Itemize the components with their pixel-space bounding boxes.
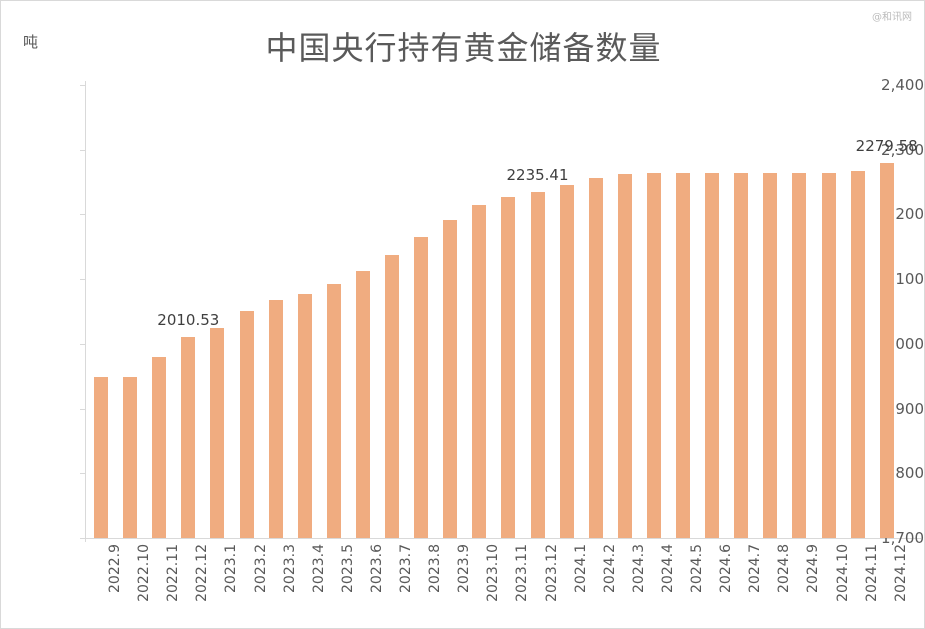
- bar[interactable]: [705, 172, 720, 538]
- x-axis-line: [85, 538, 921, 539]
- bar[interactable]: [792, 172, 807, 538]
- bar-value-label: 2279.58: [855, 136, 918, 155]
- bar-value-label: 2010.53: [157, 311, 220, 330]
- x-axis-tick-label: 2023.1: [223, 544, 240, 593]
- x-axis-tick-label: 2024.8: [776, 544, 793, 593]
- bar[interactable]: [443, 219, 458, 538]
- bar[interactable]: [94, 377, 108, 538]
- y-axis-tick-label: 2,300: [881, 140, 924, 159]
- bar[interactable]: [326, 284, 341, 538]
- bar[interactable]: [297, 294, 312, 538]
- x-axis-tick-label: 2024.9: [805, 544, 822, 593]
- bar-value-label: 2235.41: [506, 165, 569, 184]
- bar[interactable]: [152, 356, 167, 538]
- site-watermark: @和讯网: [872, 12, 912, 23]
- bar[interactable]: [123, 377, 138, 538]
- x-axis-tick-label: 2024.7: [747, 544, 764, 593]
- bar[interactable]: [734, 172, 749, 538]
- x-axis-tick-label: 2023.6: [368, 544, 385, 593]
- bar[interactable]: [850, 170, 865, 538]
- bar[interactable]: [355, 271, 370, 538]
- x-axis-tick-label: 2024.12: [892, 544, 909, 602]
- x-axis-tick-label: 2022.10: [136, 544, 153, 602]
- x-axis-tick-label: 2023.7: [398, 544, 414, 593]
- x-axis-tick-label: 2024.11: [863, 544, 880, 602]
- bar[interactable]: [879, 162, 894, 538]
- x-axis-tick-label: 2024.4: [659, 544, 676, 593]
- y-axis-tick-label: 2,400: [881, 76, 924, 94]
- x-axis-tick-label: 2024.2: [601, 544, 618, 593]
- x-axis-tick-label: 2022.11: [165, 544, 182, 602]
- bar[interactable]: [676, 172, 690, 538]
- bar[interactable]: [385, 255, 399, 538]
- y-axis-tick-mark: [80, 473, 85, 475]
- x-axis-tick-label: 2023.12: [543, 544, 560, 602]
- bar[interactable]: [763, 172, 778, 538]
- bar[interactable]: [268, 299, 283, 538]
- bar[interactable]: [210, 327, 225, 538]
- x-axis-tick-label: 2022.9: [107, 544, 123, 593]
- y-axis-tick-mark: [80, 343, 85, 345]
- y-axis-tick-mark: [80, 149, 85, 151]
- bar[interactable]: [821, 172, 836, 538]
- bar[interactable]: [617, 174, 632, 538]
- bar[interactable]: [646, 172, 661, 538]
- y-axis-tick-mark: [80, 85, 85, 86]
- x-axis-tick-label: 2023.4: [310, 544, 327, 593]
- x-axis-tick-label: 2023.10: [485, 544, 502, 602]
- x-axis-tick-label: 2023.11: [514, 544, 531, 602]
- bar[interactable]: [239, 311, 254, 538]
- y-axis-tick-mark: [80, 408, 85, 410]
- x-axis-tick-label: 2024.3: [630, 544, 647, 593]
- x-axis-tick-label: 2022.12: [194, 544, 211, 602]
- y-axis-tick-mark: [80, 279, 85, 281]
- y-axis-line: [85, 81, 86, 542]
- bar[interactable]: [588, 177, 603, 538]
- chart-title: 中国央行持有黄金储备数量: [265, 29, 662, 67]
- y-axis-tick-mark: [80, 538, 85, 539]
- bar[interactable]: [501, 197, 516, 538]
- bar[interactable]: [181, 337, 196, 538]
- x-axis-tick-label: 2024.6: [718, 544, 735, 593]
- x-axis-tick-label: 2023.8: [427, 544, 444, 593]
- x-axis-tick-label: 2023.2: [252, 544, 269, 593]
- y-axis-tick-mark: [80, 214, 85, 216]
- x-axis-tick-label: 2024.1: [572, 544, 589, 593]
- x-axis-tick-label: 2023.5: [339, 544, 356, 593]
- bar[interactable]: [414, 236, 429, 538]
- bar[interactable]: [559, 185, 574, 538]
- x-axis-tick-label: 2023.9: [456, 544, 473, 593]
- bar[interactable]: [530, 191, 545, 538]
- x-axis-tick-label: 2024.10: [834, 544, 851, 602]
- y-axis-unit-label: 吨: [23, 33, 39, 51]
- x-axis-tick-label: 2023.3: [281, 544, 298, 593]
- plot-area: [86, 85, 921, 538]
- bar[interactable]: [472, 205, 487, 538]
- x-axis-tick-label: 2024.5: [689, 544, 705, 593]
